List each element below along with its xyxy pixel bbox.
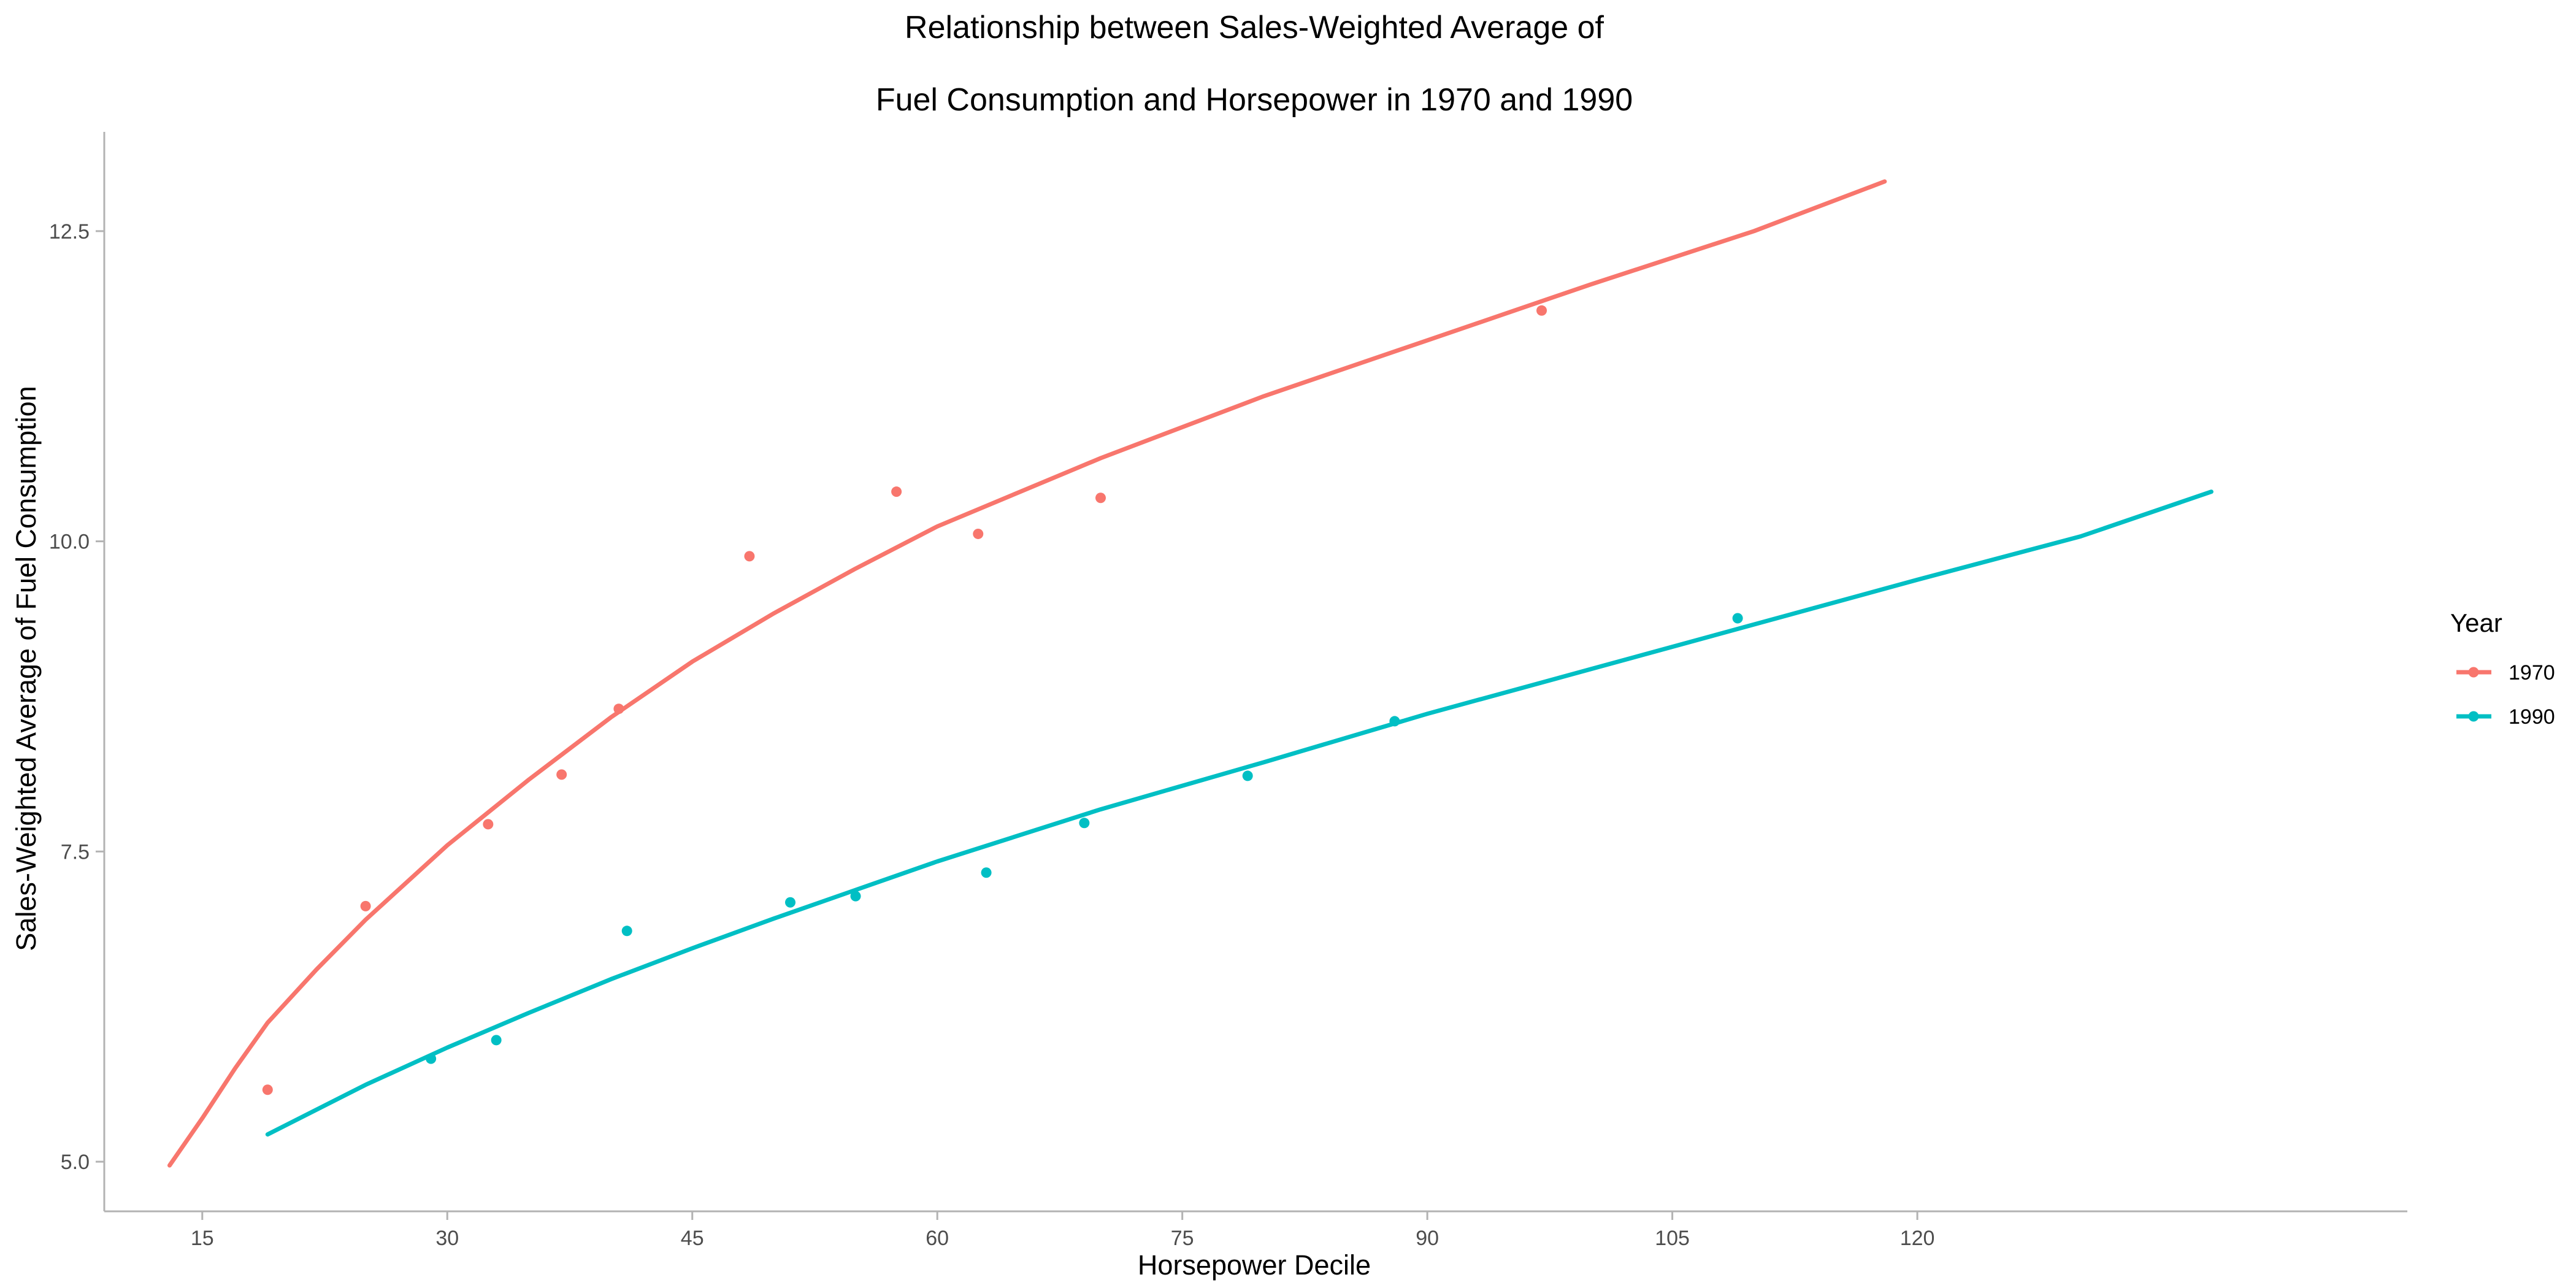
x-tick-label: 90 (1416, 1227, 1439, 1250)
data-point-1990 (1389, 716, 1400, 727)
data-point-1970 (262, 1084, 273, 1095)
data-point-1990 (1242, 770, 1253, 781)
chart-title-line-1: Relationship between Sales-Weighted Aver… (905, 10, 1604, 45)
data-point-1990 (981, 867, 992, 878)
x-tick-label: 105 (1655, 1227, 1690, 1250)
chart-title-line-2: Fuel Consumption and Horsepower in 1970 … (876, 82, 1633, 118)
chart-title: Relationship between Sales-Weighted Aver… (876, 10, 1633, 118)
data-point-1970 (973, 528, 984, 539)
legend-label-1990: 1990 (2509, 705, 2555, 729)
x-tick-label: 15 (191, 1227, 214, 1250)
data-point-1990 (426, 1053, 437, 1064)
data-point-1970 (744, 551, 755, 562)
legend-label-1970: 1970 (2509, 661, 2555, 684)
y-tick-label: 5.0 (61, 1151, 90, 1174)
x-tick-label: 60 (926, 1227, 949, 1250)
data-point-1970 (891, 486, 902, 497)
data-point-1990 (491, 1035, 502, 1046)
x-axis-title: Horsepower Decile (1138, 1249, 1371, 1281)
data-point-1970 (613, 703, 624, 715)
x-tick-label: 45 (681, 1227, 704, 1250)
data-point-1970 (483, 819, 494, 830)
data-point-1990 (785, 897, 796, 908)
y-tick-label: 7.5 (61, 840, 90, 864)
y-axis-title: Sales-Weighted Average of Fuel Consumpti… (10, 386, 42, 951)
plot-area: 15 30 45 60 75 90 105 120 5.0 7.5 10.0 12.5 (49, 132, 2407, 1250)
x-tick-label: 75 (1171, 1227, 1194, 1250)
data-point-1990 (621, 926, 632, 937)
data-point-1970 (556, 769, 567, 780)
data-point-1970 (1536, 305, 1547, 316)
legend-key-point-1970 (2468, 667, 2479, 678)
data-point-1970 (360, 900, 371, 911)
data-point-1990 (850, 891, 861, 902)
y-tick-label: 10.0 (49, 531, 90, 554)
data-point-1990 (1079, 818, 1090, 829)
x-tick-label: 120 (1900, 1227, 1935, 1250)
legend-key-point-1990 (2468, 711, 2479, 722)
data-point-1970 (1095, 493, 1106, 504)
y-tick-label: 12.5 (49, 220, 90, 243)
legend-title: Year (2450, 608, 2502, 637)
legend: Year 1970 1990 (2450, 608, 2555, 729)
x-tick-label: 30 (435, 1227, 459, 1250)
trend-line-1970 (167, 179, 1887, 1168)
data-point-1990 (1732, 613, 1743, 624)
trend-line-1990 (265, 489, 2214, 1137)
